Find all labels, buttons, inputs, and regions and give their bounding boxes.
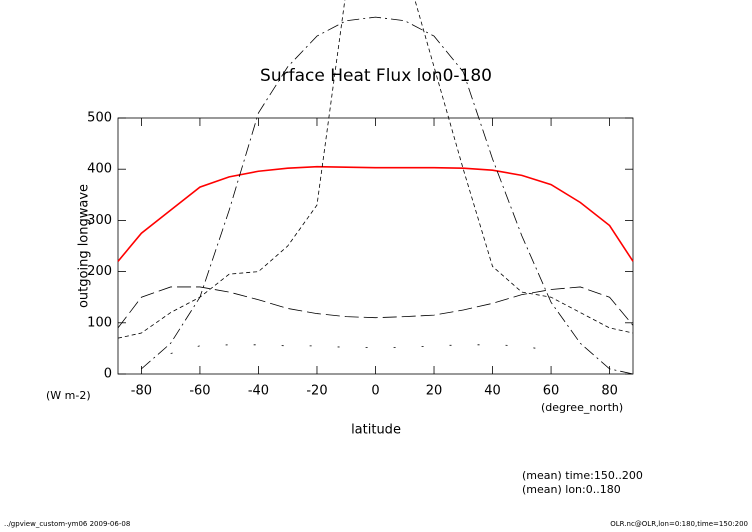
x-tick-label: -60 [189, 384, 210, 399]
footer: ../gpview_custom-ym06 2009-06-08 [4, 520, 130, 528]
x-axis-label: latitude [351, 423, 401, 438]
x-units: (degree_north) [541, 401, 623, 414]
x-tick-label: -40 [248, 384, 269, 399]
y-tick-label: 500 [87, 111, 112, 126]
series-line [117, 0, 634, 339]
y-tick-label: 300 [87, 213, 112, 228]
x-tick-label: 0 [371, 384, 379, 399]
y-axis-label: outgoing longwave [77, 184, 92, 308]
x-tick-label: 60 [543, 384, 560, 399]
x-tick-label: -80 [131, 384, 152, 399]
series-line [117, 165, 634, 262]
footer: OLR.nc@OLR,lon=0:180,time=150:200 [610, 520, 748, 528]
y-tick-label: 0 [104, 367, 112, 382]
y-tick-label: 100 [87, 315, 112, 330]
note: (mean) time:150..200 [522, 469, 643, 482]
x-tick-label: -20 [306, 384, 327, 399]
note: (mean) lon:0..180 [522, 483, 621, 496]
series-line [170, 344, 552, 354]
plot-frame [117, 117, 634, 375]
x-tick-label: 80 [601, 384, 618, 399]
y-tick-label: 400 [87, 162, 112, 177]
chart-title: Surface Heat Flux lon0-180 [260, 66, 492, 86]
x-tick-label: 40 [484, 384, 501, 399]
x-tick-label: 20 [426, 384, 443, 399]
y-tick-label: 200 [87, 264, 112, 279]
y-units: (W m-2) [46, 389, 91, 402]
series-line [117, 286, 634, 329]
